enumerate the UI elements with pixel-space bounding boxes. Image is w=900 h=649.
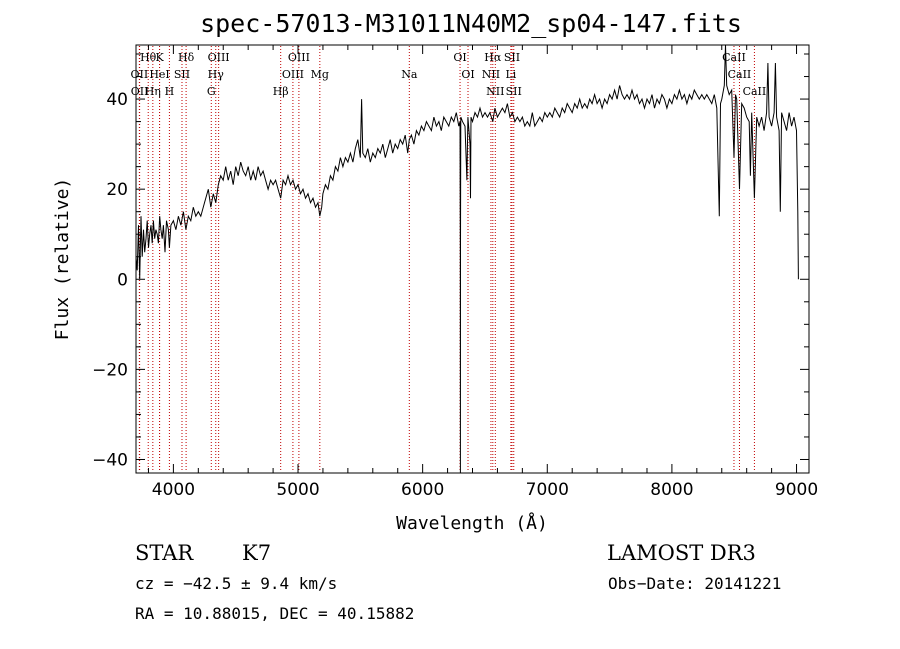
line-marker-label: Na (401, 68, 418, 81)
line-marker-label: OI (453, 51, 466, 64)
spectrum-line (136, 45, 799, 473)
line-marker-label: CaII (743, 85, 767, 98)
line-marker-label: SII (506, 85, 522, 98)
redshift-cz: cz = −42.5 ± 9.4 km/s (135, 574, 337, 593)
coordinates: RA = 10.88015, DEC = 40.15882 (135, 604, 414, 623)
y-tick-label: 20 (106, 180, 128, 200)
line-marker-label: Hγ (208, 68, 225, 81)
object-subclass: K7 (242, 541, 271, 565)
line-marker-label: Hβ (273, 85, 289, 98)
line-marker-label: OI (461, 68, 474, 81)
line-marker-label: NII (482, 68, 500, 81)
line-marker-label: SII (504, 51, 520, 64)
line-marker-label: NII (486, 85, 504, 98)
x-axis-label: Wavelength (Å) (396, 512, 548, 534)
line-marker-label: Mg (311, 68, 329, 81)
x-tick-label: 8000 (650, 480, 693, 500)
x-tick-label: 7000 (526, 480, 569, 500)
y-tick-label: −20 (92, 360, 128, 380)
line-marker-label: HeI (149, 68, 169, 81)
y-tick-label: −40 (92, 450, 128, 470)
line-marker-label: Hδ (178, 51, 195, 64)
line-marker-label: OII (131, 85, 149, 98)
y-tick-label: 0 (117, 270, 128, 290)
survey-name: LAMOST DR3 (607, 541, 756, 565)
x-axis-ticks: 4000 5000 6000 7000 8000 9000 (147, 45, 818, 500)
line-marker-label: OIII (282, 68, 304, 81)
line-marker-label: OIII (208, 51, 230, 64)
object-class: STAR (135, 541, 194, 565)
x-tick-label: 9000 (775, 480, 818, 500)
line-marker-label: OII (131, 68, 149, 81)
plot-frame (135, 44, 810, 474)
line-marker-label: K (155, 51, 164, 64)
line-marker-label: CaII (728, 68, 752, 81)
x-tick-label: 5000 (276, 480, 319, 500)
x-tick-label: 6000 (401, 480, 444, 500)
observation-date: Obs−Date: 20141221 (608, 574, 781, 593)
line-marker-label: SII (174, 68, 190, 81)
line-marker-label: OIII (288, 51, 310, 64)
line-marker-label: H (165, 85, 175, 98)
chart-title: spec-57013-M31011N40M2_sp04-147.fits (200, 9, 742, 38)
line-marker-label: G (207, 85, 216, 98)
y-axis-label: Flux (relative) (52, 178, 73, 341)
line-marker-label: Li (505, 68, 516, 81)
line-marker-label: Hθ (140, 51, 157, 64)
line-marker-label: CaII (722, 51, 746, 64)
line-marker-label: Hα (484, 51, 502, 64)
y-tick-label: 40 (106, 90, 128, 110)
spectral-line-markers (138, 46, 755, 472)
line-marker-label: Hη (145, 85, 161, 98)
y-axis-ticks: −40 −20 0 20 40 (92, 53, 809, 470)
x-tick-label: 4000 (152, 480, 195, 500)
